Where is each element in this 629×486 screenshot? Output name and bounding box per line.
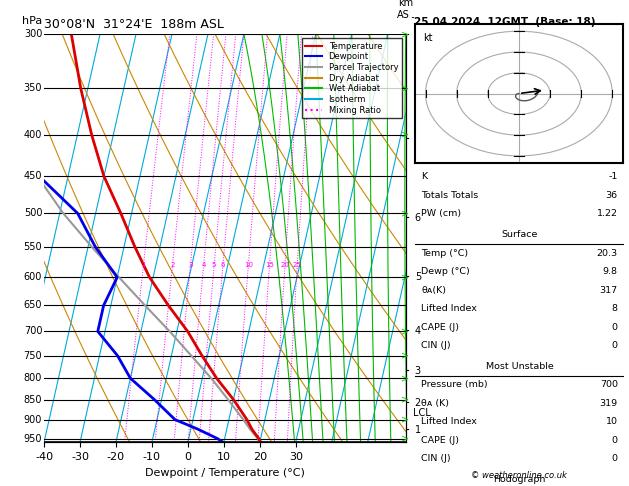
Text: 550: 550 xyxy=(24,242,42,252)
Text: 700: 700 xyxy=(24,327,42,336)
Text: 1.22: 1.22 xyxy=(597,209,618,218)
Text: 650: 650 xyxy=(24,300,42,311)
Text: >: > xyxy=(401,83,409,93)
Text: CAPE (J): CAPE (J) xyxy=(421,436,459,445)
Text: 9.8: 9.8 xyxy=(603,267,618,276)
Text: >: > xyxy=(401,29,409,39)
Text: Surface: Surface xyxy=(501,230,538,239)
Text: 0: 0 xyxy=(612,341,618,350)
Text: 4: 4 xyxy=(201,262,206,268)
Text: 15: 15 xyxy=(265,262,274,268)
Text: kt: kt xyxy=(423,33,433,43)
Text: 350: 350 xyxy=(24,83,42,93)
X-axis label: Dewpoint / Temperature (°C): Dewpoint / Temperature (°C) xyxy=(145,468,305,478)
Text: 8: 8 xyxy=(612,304,618,313)
Text: hPa: hPa xyxy=(23,16,43,26)
Text: CIN (J): CIN (J) xyxy=(421,454,451,463)
Text: Lifted Index: Lifted Index xyxy=(421,417,477,426)
Text: >: > xyxy=(401,130,409,140)
Text: >: > xyxy=(401,350,409,361)
Text: 300: 300 xyxy=(24,29,42,39)
Text: 0: 0 xyxy=(612,323,618,331)
Legend: Temperature, Dewpoint, Parcel Trajectory, Dry Adiabat, Wet Adiabat, Isotherm, Mi: Temperature, Dewpoint, Parcel Trajectory… xyxy=(302,38,401,118)
Text: 500: 500 xyxy=(24,208,42,218)
Text: 600: 600 xyxy=(24,272,42,282)
Text: 36: 36 xyxy=(606,191,618,200)
Text: θᴀ (K): θᴀ (K) xyxy=(421,399,449,408)
Text: Lifted Index: Lifted Index xyxy=(421,304,477,313)
Text: 317: 317 xyxy=(599,286,618,295)
Text: CAPE (J): CAPE (J) xyxy=(421,323,459,331)
Text: Most Unstable: Most Unstable xyxy=(486,362,554,371)
Text: 10: 10 xyxy=(606,417,618,426)
Text: >: > xyxy=(401,373,409,383)
Text: >: > xyxy=(401,434,409,444)
Text: θᴀ(K): θᴀ(K) xyxy=(421,286,447,295)
Text: LCL: LCL xyxy=(413,408,431,418)
Text: Hodograph: Hodograph xyxy=(493,475,546,484)
Text: 30°08'N  31°24'E  188m ASL: 30°08'N 31°24'E 188m ASL xyxy=(44,18,224,32)
Text: >: > xyxy=(401,395,409,404)
Text: 10: 10 xyxy=(244,262,253,268)
Text: 900: 900 xyxy=(24,415,42,425)
Text: 5: 5 xyxy=(212,262,216,268)
Text: Temp (°C): Temp (°C) xyxy=(421,249,469,258)
Text: © weatheronline.co.uk: © weatheronline.co.uk xyxy=(471,471,567,480)
Text: >: > xyxy=(401,327,409,336)
Text: 0: 0 xyxy=(612,436,618,445)
Text: 700: 700 xyxy=(599,381,618,389)
Text: PW (cm): PW (cm) xyxy=(421,209,462,218)
Text: Pressure (mb): Pressure (mb) xyxy=(421,381,488,389)
Text: -1: -1 xyxy=(608,173,618,181)
Text: K: K xyxy=(421,173,428,181)
Text: >: > xyxy=(401,272,409,282)
Text: 20: 20 xyxy=(281,262,289,268)
Text: 3: 3 xyxy=(188,262,192,268)
Text: 850: 850 xyxy=(24,395,42,404)
Text: 750: 750 xyxy=(24,350,42,361)
Text: Totals Totals: Totals Totals xyxy=(421,191,479,200)
Text: 950: 950 xyxy=(24,434,42,444)
Text: 1: 1 xyxy=(141,262,146,268)
Text: >: > xyxy=(401,208,409,218)
Text: 319: 319 xyxy=(599,399,618,408)
Text: 800: 800 xyxy=(24,373,42,383)
Text: CIN (J): CIN (J) xyxy=(421,341,451,350)
Text: 0: 0 xyxy=(612,454,618,463)
Text: 25.04.2024  12GMT  (Base: 18): 25.04.2024 12GMT (Base: 18) xyxy=(414,17,596,27)
Text: Dewp (°C): Dewp (°C) xyxy=(421,267,470,276)
Text: 450: 450 xyxy=(24,172,42,181)
Text: 20.3: 20.3 xyxy=(596,249,618,258)
Text: km
ASL: km ASL xyxy=(396,0,415,20)
Text: 25: 25 xyxy=(293,262,301,268)
Text: 2: 2 xyxy=(170,262,175,268)
Text: 6: 6 xyxy=(221,262,225,268)
Text: >: > xyxy=(401,415,409,425)
Text: 400: 400 xyxy=(24,130,42,140)
